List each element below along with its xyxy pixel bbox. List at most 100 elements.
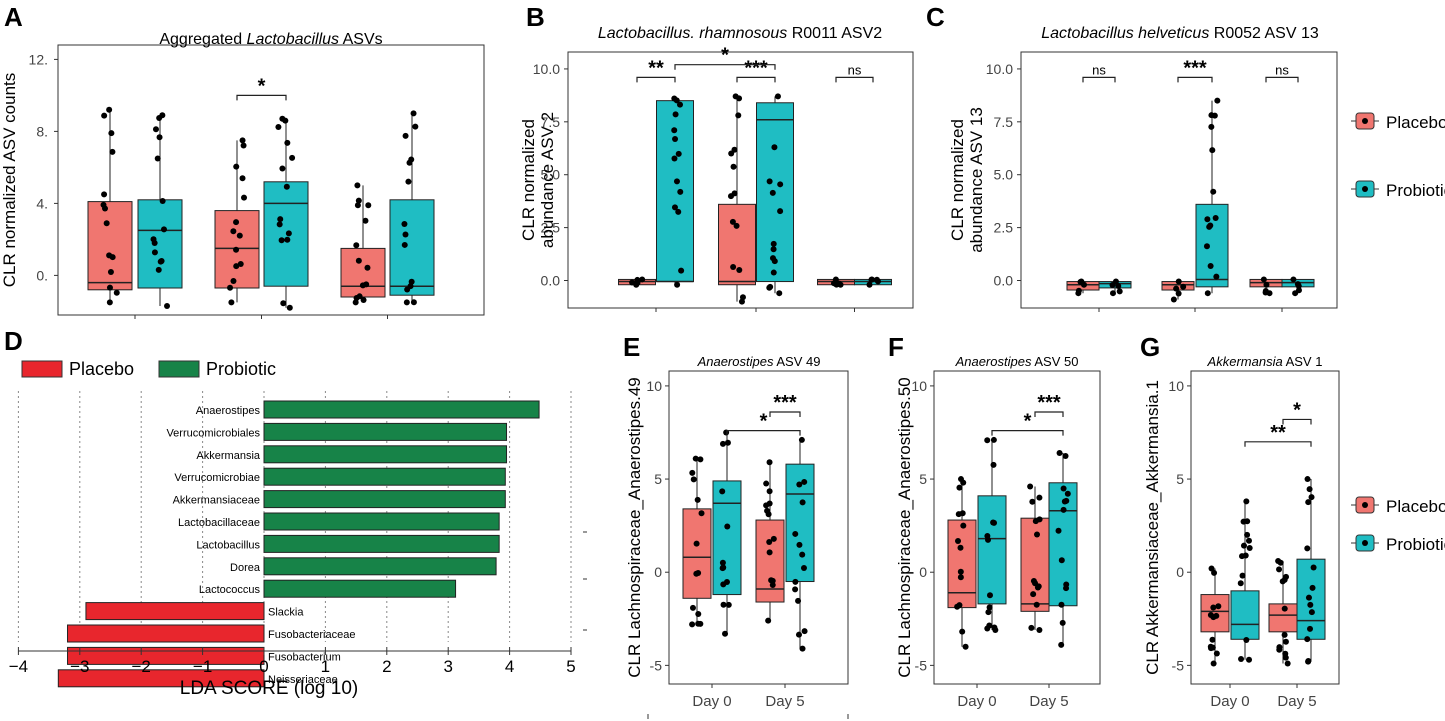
chart-title-part: Lactobacillus. rhamnosous: [598, 25, 787, 42]
legend-d: Placebo Probiotic: [21, 359, 276, 379]
data-point-probiotic: [1307, 625, 1314, 632]
panel-letter-d: D: [4, 326, 23, 356]
data-point-placebo: [732, 93, 739, 100]
data-point-probiotic: [1209, 147, 1216, 154]
data-point-probiotic: [1242, 552, 1249, 559]
chart-title-part: Anaerostipes: [955, 354, 1032, 369]
data-point-probiotic: [159, 198, 166, 205]
data-point-probiotic: [289, 154, 296, 161]
chart-title-part: ASV 49: [773, 354, 820, 369]
lda-bar-label: Fusobacteriaceae: [268, 629, 355, 641]
data-point-probiotic: [990, 461, 997, 468]
data-point-placebo: [692, 455, 699, 462]
data-point-placebo: [689, 621, 696, 628]
data-point-probiotic: [1240, 542, 1247, 549]
data-point-placebo: [730, 163, 737, 170]
data-point-placebo: [766, 459, 773, 466]
data-point-placebo: [956, 602, 963, 609]
data-point-placebo: [730, 264, 737, 271]
data-point-placebo: [1210, 660, 1217, 667]
data-point-placebo: [356, 293, 363, 300]
legend-top-probiotic-dot: [1362, 186, 1368, 192]
data-point-placebo: [739, 294, 746, 301]
data-point-probiotic: [1058, 557, 1065, 564]
lda-bar-label: Akkermansiaceae: [173, 495, 260, 507]
data-point-probiotic: [986, 604, 993, 611]
data-point-probiotic: [1109, 290, 1116, 297]
data-point-probiotic: [284, 139, 291, 146]
data-point-probiotic: [1214, 97, 1221, 104]
sig-label: ***: [1183, 57, 1207, 79]
chart-title-part: Anaerostipes: [697, 354, 774, 369]
data-point-placebo: [1208, 645, 1215, 652]
lda-bar-label: Neisseriaceae: [268, 674, 338, 686]
y-axis-label-g: CLR Akkermansiaceae_Akkermansia.1: [1143, 380, 1162, 675]
data-point-placebo: [690, 476, 697, 483]
data-point-placebo: [1173, 285, 1180, 292]
data-point-probiotic: [991, 519, 998, 526]
chart-title-f: Anaerostipes ASV 50: [955, 354, 1079, 369]
data-point-placebo: [736, 267, 743, 274]
data-point-placebo: [360, 296, 367, 303]
data-point-probiotic: [284, 236, 291, 243]
box-placebo: [947, 519, 977, 609]
data-point-placebo: [1033, 601, 1040, 608]
x-tick-label-d: −4: [9, 657, 28, 676]
data-point-placebo: [770, 535, 777, 542]
lda-bar-label: Anaerostipes: [196, 405, 261, 417]
panel-letter-e: E: [623, 332, 640, 362]
y-tick-label-e: 0: [654, 564, 662, 580]
data-point-placebo: [1281, 631, 1288, 638]
lda-bar: [263, 490, 506, 509]
data-point-placebo: [957, 568, 964, 575]
lda-bar: [67, 646, 265, 665]
data-point-placebo: [1175, 278, 1182, 285]
data-point-probiotic: [990, 436, 997, 443]
data-point-placebo: [239, 175, 246, 182]
legend-top: Placebo Probiotic: [1351, 112, 1445, 200]
y-axis-label-f: CLR Lachnospiraceae_Anaerostipes.50: [895, 377, 914, 678]
data-point-probiotic: [1061, 498, 1068, 505]
box-placebo: [340, 247, 386, 298]
data-point-placebo: [1260, 276, 1267, 283]
data-point-placebo: [1281, 576, 1288, 583]
data-point-probiotic: [150, 236, 157, 243]
data-point-probiotic: [160, 226, 167, 233]
data-point-probiotic: [158, 257, 165, 264]
lda-bar: [263, 534, 500, 553]
data-point-placebo: [365, 202, 372, 209]
data-point-probiotic: [1207, 262, 1214, 269]
data-point-placebo: [697, 456, 704, 463]
chart-title-a: Aggregated Lactobacillus ASVs: [159, 31, 382, 48]
data-point-placebo: [233, 246, 240, 253]
chart-title-c: Lactobacillus helveticus R0052 ASV 13: [1041, 25, 1319, 42]
data-point-placebo: [230, 228, 237, 235]
data-point-probiotic: [771, 144, 778, 151]
y-tick-label-e: -5: [650, 657, 663, 673]
data-point-probiotic: [1243, 498, 1250, 505]
data-point-probiotic: [1058, 641, 1065, 648]
y-tick-label-e: 10: [646, 378, 662, 394]
data-point-probiotic: [1063, 585, 1070, 592]
lda-bar: [263, 467, 506, 486]
data-point-probiotic: [799, 499, 806, 506]
sig-label: **: [648, 57, 664, 79]
legend-top-placebo-label: Placebo: [1386, 113, 1445, 132]
data-point-probiotic: [866, 281, 873, 288]
data-point-placebo: [237, 261, 244, 268]
chart-title-b: Lactobacillus. rhamnosous R0011 ASV2: [598, 25, 882, 42]
data-point-probiotic: [1239, 572, 1246, 579]
legend-d-placebo-swatch: [21, 360, 63, 378]
data-point-probiotic: [719, 488, 726, 495]
data-point-placebo: [109, 148, 116, 155]
data-point-placebo: [353, 242, 360, 249]
chart-title-part: R0011 ASV2: [787, 25, 882, 42]
legend-d-placebo-label: Placebo: [69, 359, 134, 379]
data-point-probiotic: [678, 267, 685, 274]
data-point-probiotic: [410, 299, 417, 306]
lda-bar-label: Verrucomicrobiae: [174, 472, 260, 484]
y-tick-label-f: -5: [915, 657, 928, 673]
box-probiotic: [1230, 590, 1260, 640]
data-point-probiotic: [1309, 584, 1316, 591]
data-point-probiotic: [1112, 278, 1119, 285]
